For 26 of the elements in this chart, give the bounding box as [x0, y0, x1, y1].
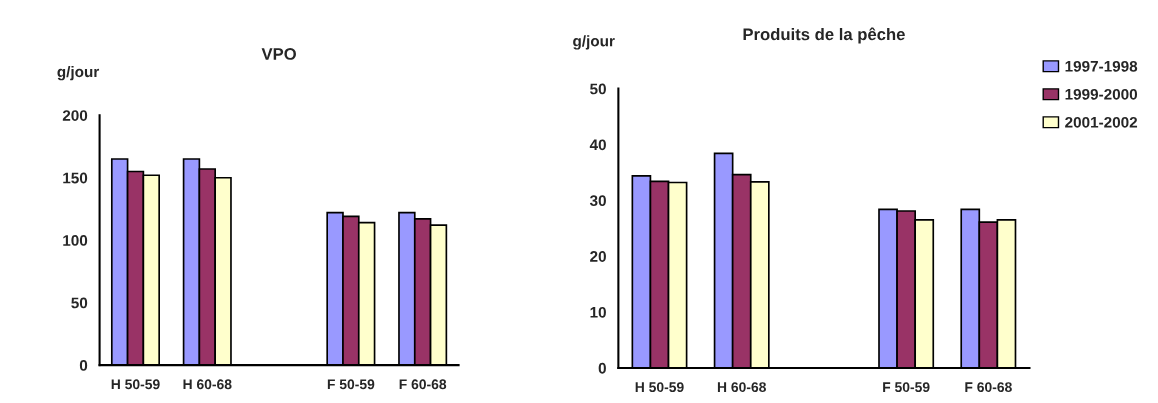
legend-label: 1999-2000: [1065, 88, 1138, 100]
y-tick-label: 20: [590, 251, 606, 262]
y-tick-label: 10: [590, 306, 606, 318]
chart-title: VPO: [261, 48, 296, 60]
y-axis-title: g/jour: [573, 35, 615, 50]
y-tick-label: 150: [63, 172, 88, 184]
y-tick-label: 30: [589, 195, 606, 207]
x-tick-label: F 50-59: [327, 379, 375, 390]
y-tick-label: 50: [71, 297, 88, 309]
x-tick-label: F 50-59: [883, 382, 930, 393]
y-axis-title: g/jour: [57, 65, 100, 81]
y-tick-label: 100: [63, 235, 88, 246]
x-tick-label: F 60-68: [399, 379, 447, 390]
x-tick-label: H 50-59: [635, 382, 684, 393]
chart-title: Produits de la pêche: [743, 27, 905, 44]
y-tick-label: 200: [62, 110, 88, 121]
y-tick-label: 50: [590, 83, 606, 95]
x-tick-label: F 60-68: [965, 382, 1012, 393]
x-tick-label: H 50-59: [111, 379, 160, 390]
x-tick-label: H 60-68: [717, 382, 766, 393]
y-tick-label: 40: [589, 139, 606, 151]
y-tick-label: 0: [598, 362, 606, 374]
y-tick-label: 0: [79, 359, 88, 371]
legend-label: 1997-1998: [1065, 60, 1138, 72]
legend-label: 2001-2002: [1065, 116, 1138, 128]
x-tick-label: H 60-68: [183, 379, 232, 390]
